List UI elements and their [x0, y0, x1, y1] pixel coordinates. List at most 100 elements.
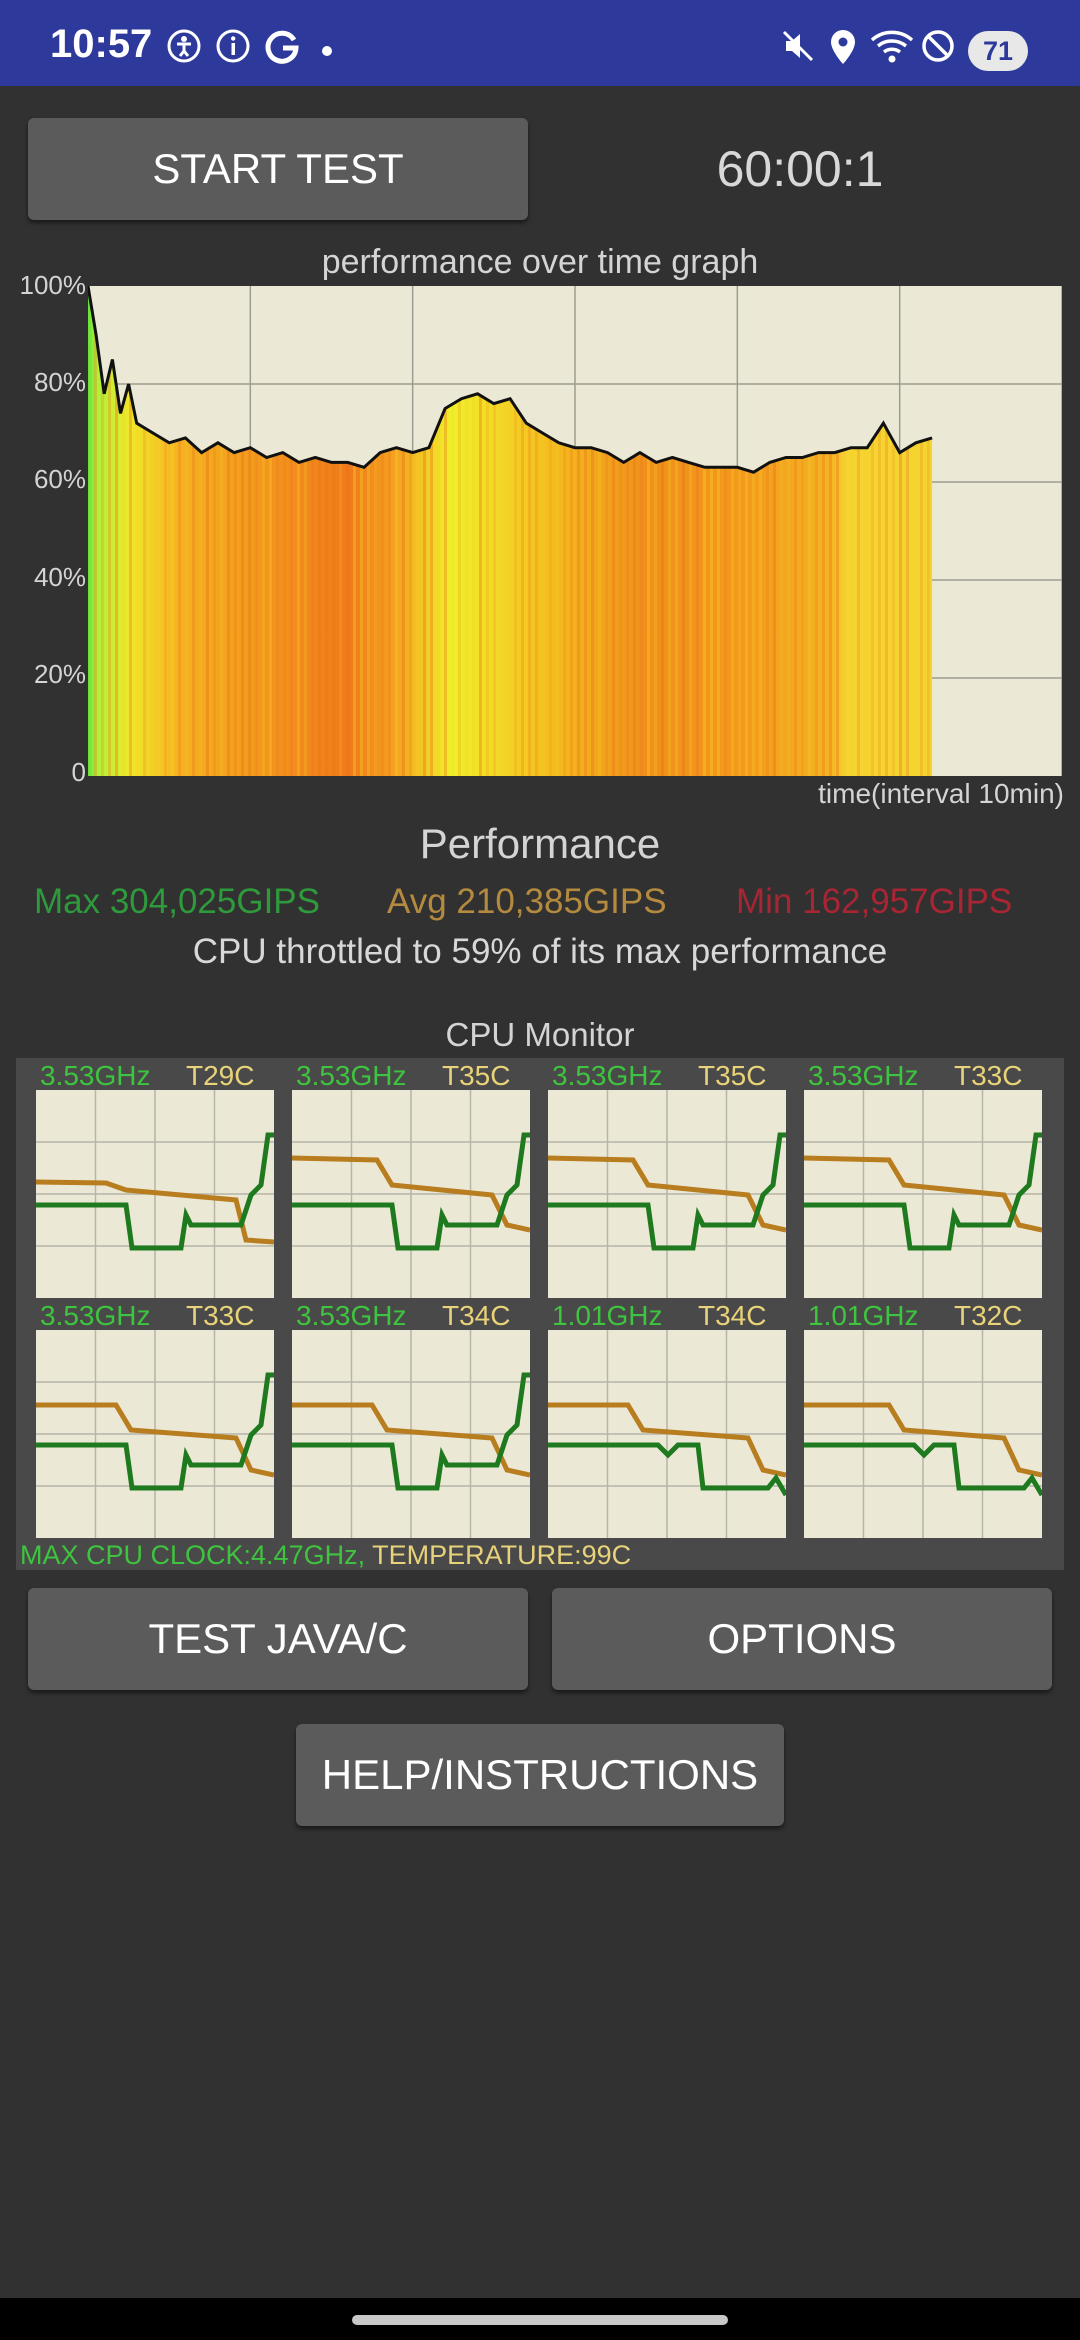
- heat-stripe: [374, 286, 377, 776]
- avg-gips: Avg 210,385GIPS: [387, 882, 667, 921]
- core-5-graph: [36, 1330, 274, 1538]
- heat-stripe: [885, 286, 888, 776]
- heat-stripe: [171, 286, 174, 776]
- heat-stripe: [913, 286, 916, 776]
- wifi-icon: [870, 30, 914, 63]
- test-java-c-button[interactable]: TEST JAVA/C: [28, 1588, 528, 1690]
- heat-stripe: [535, 286, 538, 776]
- heat-stripe: [801, 286, 804, 776]
- heat-stripe: [514, 286, 517, 776]
- heat-stripe: [682, 286, 685, 776]
- performance-title: Performance: [419, 820, 661, 867]
- heat-stripe: [451, 286, 454, 776]
- heat-stripe: [325, 286, 328, 776]
- core-4-freq: 3.53GHz: [808, 1060, 919, 1091]
- heat-stripe: [332, 286, 335, 776]
- heat-stripe: [199, 286, 202, 776]
- heat-stripe: [444, 286, 447, 776]
- heat-stripe: [430, 286, 433, 776]
- heat-stripe: [143, 286, 146, 776]
- heat-stripe: [766, 286, 769, 776]
- status-time: 10:57: [50, 22, 153, 66]
- heat-stripe: [843, 286, 846, 776]
- test-timer: 60:00:1: [716, 141, 884, 197]
- core-1-temp: T29C: [186, 1060, 255, 1091]
- heat-stripe: [717, 286, 720, 776]
- heat-stripe: [619, 286, 622, 776]
- heat-stripe: [367, 286, 370, 776]
- help-instructions-button[interactable]: HELP/INSTRUCTIONS: [296, 1724, 784, 1826]
- core-3-temp: T35C: [698, 1060, 767, 1091]
- heat-stripe: [507, 286, 510, 776]
- heat-stripe: [220, 286, 223, 776]
- heat-stripe: [577, 286, 580, 776]
- heat-stripe: [570, 286, 573, 776]
- heat-stripe: [556, 286, 559, 776]
- heat-stripe: [626, 286, 629, 776]
- core-2-freq: 3.53GHz: [296, 1060, 407, 1091]
- heat-stripe: [528, 286, 531, 776]
- options-button[interactable]: OPTIONS: [552, 1588, 1052, 1690]
- core-2-temp: T35C: [442, 1060, 511, 1091]
- performance-stripes: [94, 286, 930, 776]
- heat-stripe: [402, 286, 405, 776]
- heat-stripe: [899, 286, 902, 776]
- start-test-button[interactable]: START TEST: [28, 118, 528, 220]
- graph-title: performance over time graph: [321, 243, 759, 281]
- throttle-text: CPU throttled to 59% of its max performa…: [192, 932, 888, 971]
- heat-stripe: [150, 286, 153, 776]
- core-7-temp: T34C: [698, 1300, 767, 1331]
- heat-stripe: [255, 286, 258, 776]
- heat-stripe: [479, 286, 482, 776]
- heat-stripe: [458, 286, 461, 776]
- heat-stripe: [696, 286, 699, 776]
- heat-stripe: [101, 286, 104, 776]
- y-tick-40: 40%: [33, 562, 86, 592]
- core-7-graph: [548, 1330, 786, 1538]
- heat-stripe: [689, 286, 692, 776]
- heat-stripe: [241, 286, 244, 776]
- heat-stripe: [353, 286, 356, 776]
- max-cpu-clock: MAX CPU CLOCK:4.47GHz,: [20, 1540, 373, 1570]
- heat-stripe: [115, 286, 118, 776]
- heat-stripe: [780, 286, 783, 776]
- heat-stripe: [262, 286, 265, 776]
- heat-stripe: [752, 286, 755, 776]
- heat-stripe: [836, 286, 839, 776]
- heat-stripe: [500, 286, 503, 776]
- heat-stripe: [759, 286, 762, 776]
- max-temperature: TEMPERATURE:99C: [372, 1540, 632, 1570]
- heat-stripe: [283, 286, 286, 776]
- core-6-temp: T34C: [442, 1300, 511, 1331]
- heat-stripe: [738, 286, 741, 776]
- home-gesture-handle[interactable]: [352, 2315, 728, 2325]
- heat-stripe: [850, 286, 853, 776]
- heat-stripe: [584, 286, 587, 776]
- heat-stripe: [787, 286, 790, 776]
- max-cpu-info: MAX CPU CLOCK:4.47GHz, TEMPERATURE:99C: [20, 1540, 631, 1571]
- heat-stripe: [472, 286, 475, 776]
- y-tick-60: 60%: [33, 464, 86, 494]
- heat-stripe: [486, 286, 489, 776]
- status-bar: 10:57 71: [0, 0, 1080, 86]
- heat-stripe: [136, 286, 139, 776]
- performance-area: [88, 286, 933, 776]
- min-gips: Min 162,957GIPS: [736, 882, 1013, 921]
- core-1-graph: [36, 1090, 274, 1298]
- heat-stripe: [157, 286, 160, 776]
- heat-stripe: [857, 286, 860, 776]
- heat-stripe: [920, 286, 923, 776]
- heat-stripe: [269, 286, 272, 776]
- heat-stripe: [234, 286, 237, 776]
- y-tick-80: 80%: [33, 367, 86, 397]
- core-8-graph: [804, 1330, 1042, 1538]
- heat-stripe: [794, 286, 797, 776]
- core-3-freq: 3.53GHz: [552, 1060, 663, 1091]
- heat-stripe: [304, 286, 307, 776]
- y-tick-100: 100%: [19, 270, 87, 300]
- heat-stripe: [409, 286, 412, 776]
- heat-stripe: [437, 286, 440, 776]
- core-8-temp: T32C: [954, 1300, 1023, 1331]
- heat-stripe: [465, 286, 468, 776]
- heat-stripe: [703, 286, 706, 776]
